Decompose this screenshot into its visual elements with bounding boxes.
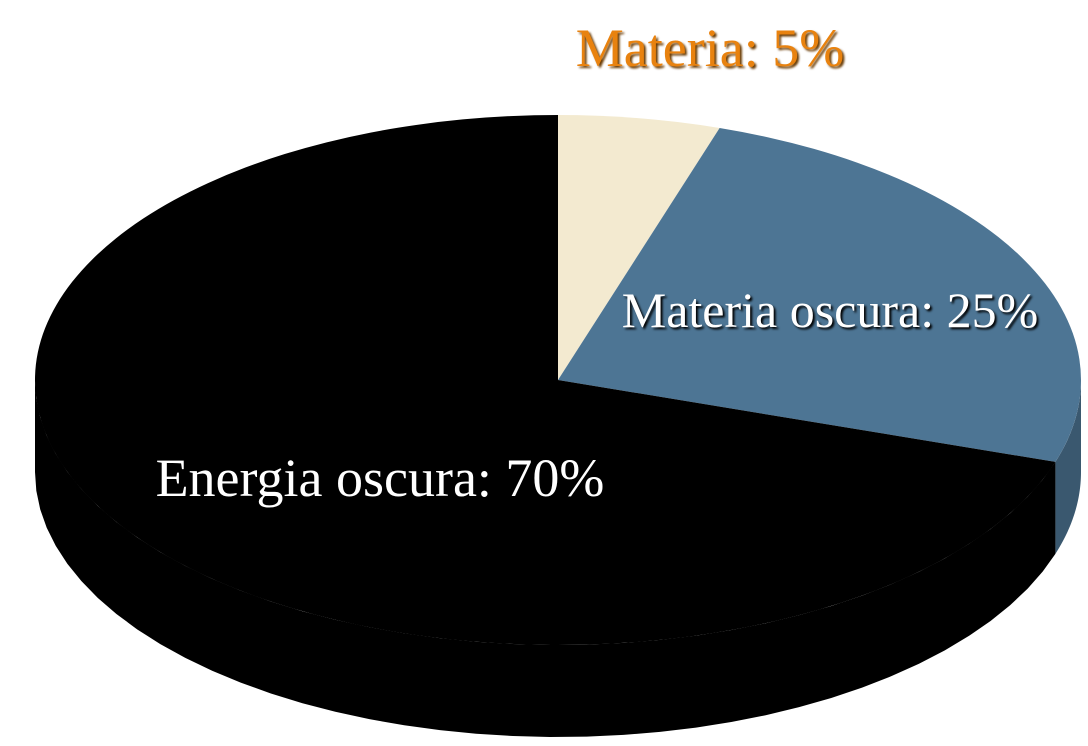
slice	[558, 115, 720, 380]
slice-side	[1055, 380, 1081, 554]
slice-label: Materia: 5%	[575, 18, 845, 78]
slice	[558, 127, 1081, 462]
slice-label: Materia oscura: 25%	[621, 282, 1039, 338]
slice	[35, 115, 1056, 645]
slice-label: Energia oscura: 70%	[155, 448, 605, 508]
slice-side	[35, 380, 1056, 737]
